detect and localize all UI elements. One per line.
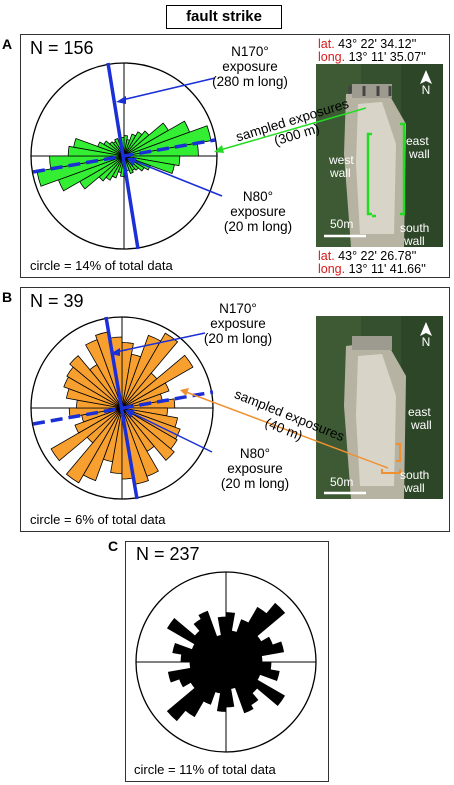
panel-b-letter: B: [2, 289, 13, 305]
panel-c-letter: C: [108, 538, 119, 554]
panel-b-south-wall-label-1: south: [400, 468, 429, 482]
panel-a-south-wall-label-2: wall: [403, 234, 425, 247]
panel-a-letter: A: [2, 36, 13, 52]
panel-c-circle-note: circle = 11% of total data: [134, 762, 276, 777]
panel-a-west-wall-label-1: west: [328, 153, 354, 167]
panel-c-n-count: N = 237: [136, 544, 200, 564]
panel-b-circle-note: circle = 6% of total data: [30, 512, 166, 527]
panel-b-n-count: N = 39: [30, 291, 84, 311]
panel-b-satellite-photo: N east wall south wall 50m: [316, 316, 443, 499]
panel-b-n80-label: N80° exposure (20 m long): [220, 446, 290, 491]
panel-a-east-wall-label-1: east: [406, 134, 429, 148]
figure-title: fault strike: [166, 5, 282, 29]
panel-a-west-wall-label-2: wall: [329, 166, 351, 180]
panel-b-north-label: N: [422, 335, 431, 349]
panel-b-east-wall-label-2: wall: [410, 418, 432, 432]
panel-a-n-count: N = 156: [30, 38, 94, 58]
panel-b-n170-label: N170° exposure (20 m long): [203, 301, 273, 346]
panel-a-n170-label: N170° exposure (280 m long): [212, 44, 288, 89]
panel-a-scale-label: 50m: [330, 217, 353, 231]
panel-b-east-wall-label-1: east: [408, 405, 431, 419]
panel-b-scale-label: 50m: [330, 475, 353, 489]
panel-a-coord-top: lat. 43° 22' 34.12'' long. 13° 11' 35.07…: [318, 37, 426, 64]
panel-a-satellite-photo: N west wall east wall south wall 50m: [316, 64, 443, 247]
panel-b-south-wall-label-2: wall: [403, 481, 425, 495]
panel-a-east-wall-label-2: wall: [408, 147, 430, 161]
panel-a-north-label: N: [422, 83, 431, 97]
panel-a-circle-note: circle = 14% of total data: [30, 258, 173, 273]
panel-c: [125, 541, 329, 782]
panel-a-south-wall-label-1: south: [400, 221, 429, 235]
panel-a-n80-label: N80° exposure (20 m long): [223, 189, 293, 234]
panel-a-coord-bottom: lat. 43° 22' 26.78'' long. 13° 11' 41.66…: [318, 249, 426, 276]
